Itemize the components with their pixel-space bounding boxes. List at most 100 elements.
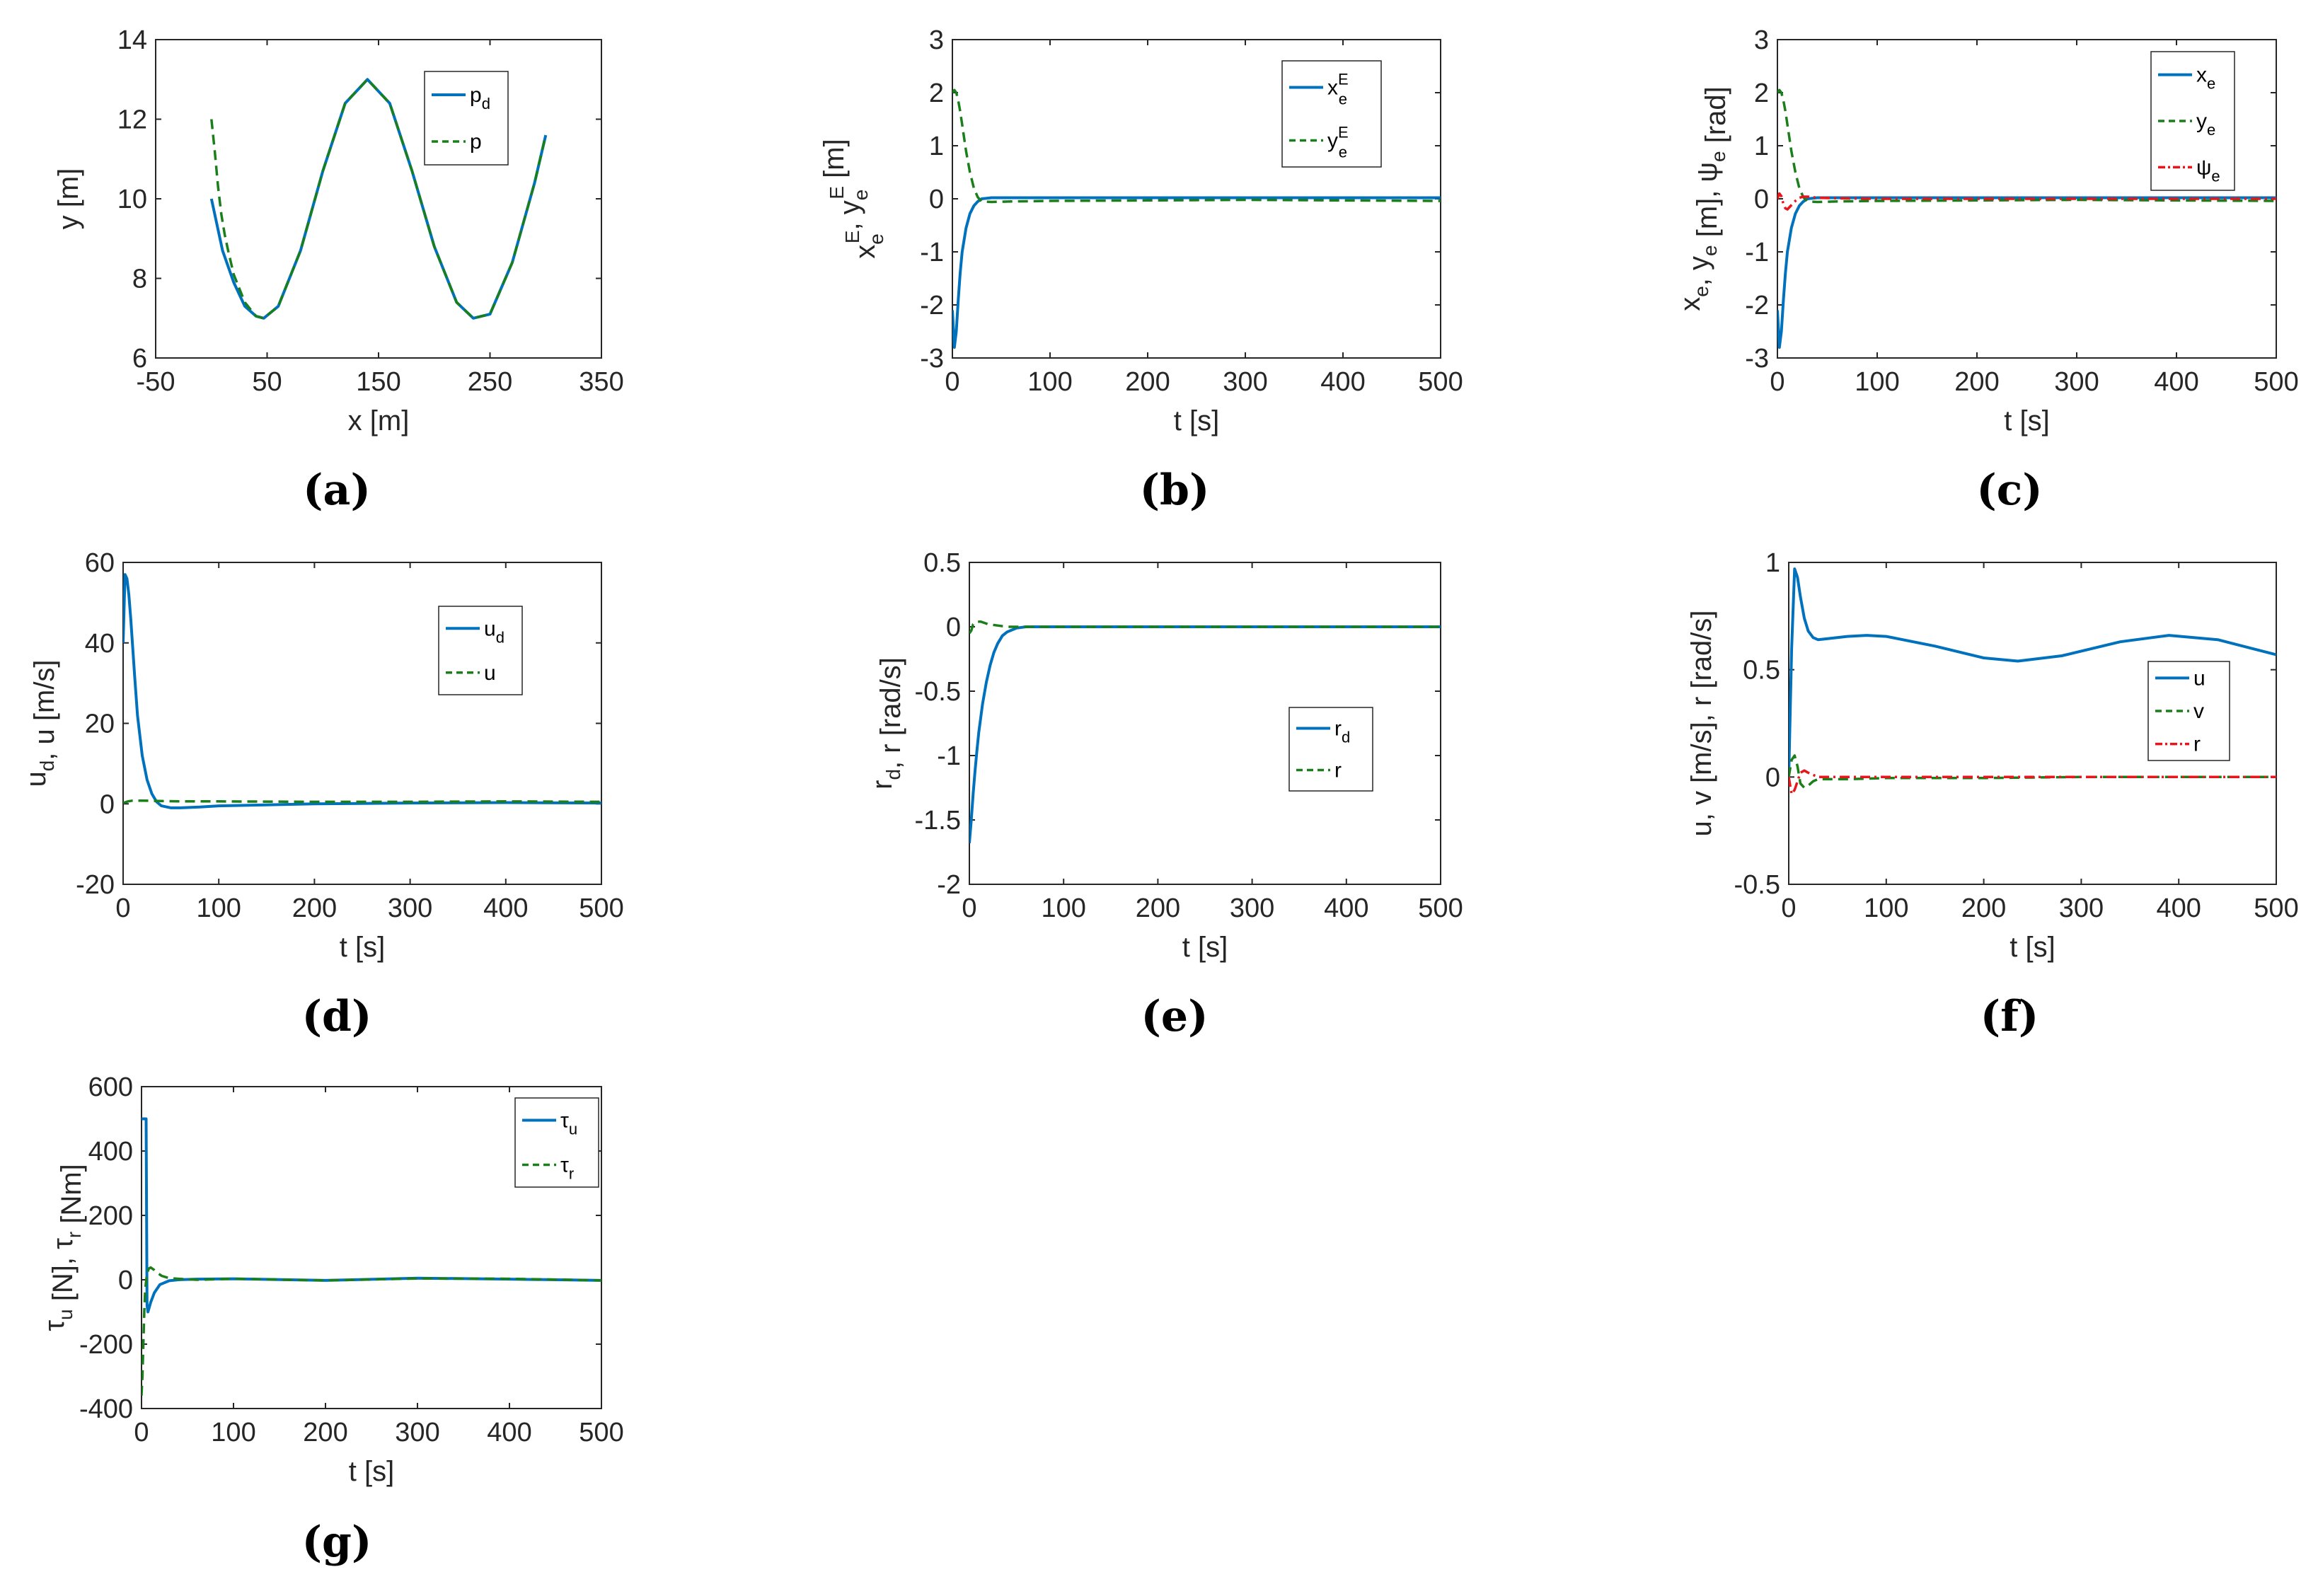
legend-entry-label: ud	[484, 617, 504, 646]
x-axis-label: t [s]	[340, 932, 385, 963]
y-axis-label: y [m]	[53, 168, 84, 230]
x-tick-label: 0	[1770, 367, 1784, 397]
series-line-tau-u	[142, 1117, 601, 1314]
panel-f: 0 100 200 300 400 500-0.500.51t [s]u, v [m/s]…	[1686, 548, 2299, 1041]
panel-caption: (g)	[302, 1517, 372, 1567]
x-tick-label: 400	[1324, 894, 1368, 923]
x-tick-label: 250	[468, 367, 512, 397]
x-tick-label: 500	[2254, 894, 2298, 923]
x-tick-label: 100	[1027, 367, 1072, 397]
legend-entry-label: xe	[2196, 64, 2215, 93]
y-tick-label: 1	[1765, 548, 1780, 578]
x-tick-label: 200	[1954, 367, 1999, 397]
legend: xE e yE e	[1281, 60, 1382, 168]
x-tick-label: 500	[1418, 367, 1463, 397]
panel-caption: (f)	[1980, 992, 2039, 1041]
legend: xe ye ψe	[2150, 51, 2235, 191]
legend-entry-label: pd	[470, 83, 490, 112]
y-tick-label: -3	[920, 344, 944, 374]
y-tick-label: 0	[1754, 185, 1769, 214]
y-tick-label: 8	[132, 265, 147, 294]
legend-entry-label: xE e	[1327, 71, 1349, 108]
y-tick-label: 2	[1754, 79, 1769, 108]
x-tick-label: 0	[962, 894, 976, 923]
panel-caption: (c)	[1976, 466, 2042, 515]
y-tick-label: 3	[1754, 25, 1769, 55]
legend-box	[424, 71, 509, 166]
panel-e: 0 100 200 300 400 500 -2 -1.5 -1 -0.5 0 0.5 t [s] rd,…	[867, 548, 1463, 1041]
series-line-p-d	[209, 78, 548, 320]
y-tick-label: -1	[937, 741, 961, 771]
y-tick-label: -1	[920, 238, 944, 267]
y-tick-label: 0	[946, 613, 961, 642]
x-axis-label: t [s]	[2004, 405, 2049, 436]
y-tick-label: 600	[88, 1072, 133, 1102]
x-tick-label: 300	[1230, 894, 1274, 923]
legend-box	[1281, 60, 1382, 168]
x-tick-label: 100	[196, 894, 241, 923]
panel-caption: (e)	[1141, 992, 1209, 1041]
x-tick-label: 0	[1781, 894, 1796, 923]
y-tick-label: 0.5	[923, 548, 961, 578]
y-tick-label: 40	[85, 629, 115, 659]
panel-caption: (d)	[302, 992, 372, 1041]
y-axis-label: xeE, yeE [m]	[819, 139, 887, 258]
x-tick-label: 200	[303, 1418, 347, 1447]
y-tick-label: -400	[79, 1394, 133, 1424]
x-tick-label: 300	[388, 894, 432, 923]
y-axis-label: u, v [m/s], r [rad/s]	[1686, 610, 1717, 836]
legend-entry-label: ψe	[2196, 156, 2220, 185]
series-line-u-d	[123, 573, 601, 809]
panel-a: -50 50 150 250 350 6 8 10 12 14 x [m] y [m] pd p (a)	[53, 25, 624, 515]
y-axis-label: rd, r [rad/s]	[867, 657, 906, 790]
y-tick-label: -1.5	[915, 806, 961, 835]
legend: ud u	[438, 606, 523, 695]
y-tick-label: -3	[1745, 344, 1769, 374]
x-axis-label: t [s]	[1182, 932, 1228, 963]
x-tick-label: 500	[579, 894, 623, 923]
y-tick-label: 1	[929, 132, 944, 161]
x-tick-label: 200	[1961, 894, 2006, 923]
x-tick-label: 500	[579, 1418, 623, 1447]
legend-entry-label: r	[1334, 759, 1342, 782]
x-tick-label: 300	[2059, 894, 2104, 923]
x-tick-label: 400	[2156, 894, 2201, 923]
x-tick-label: 0	[115, 894, 130, 923]
y-tick-label: 0.5	[1743, 656, 1780, 686]
legend-entry-label: v	[2193, 700, 2204, 723]
legend: τu τr	[514, 1097, 599, 1188]
legend-entry-label: rd	[1334, 717, 1350, 746]
x-tick-label: 50	[252, 367, 282, 397]
y-tick-label: 0	[100, 790, 115, 819]
legend: rd r	[1288, 707, 1373, 792]
x-tick-label: 200	[292, 894, 337, 923]
x-tick-label: 100	[1864, 894, 1908, 923]
y-tick-label: 60	[85, 548, 115, 578]
legend: uvr	[2147, 661, 2230, 761]
y-tick-label: -1	[1745, 238, 1769, 267]
series-line-tau-r	[142, 1266, 601, 1396]
legend-entry-label: u	[484, 661, 496, 685]
x-tick-label: 200	[1125, 367, 1170, 397]
x-tick-label: 150	[356, 367, 400, 397]
x-tick-label: 400	[2154, 367, 2198, 397]
panel-c: 0 100 200 300 400 500 -3 -2 -1 0 1 2 3 t [s] xe, ye [m…	[1675, 25, 2299, 515]
y-tick-label: 0	[929, 185, 944, 214]
x-tick-label: 400	[1320, 367, 1365, 397]
y-tick-label: 6	[132, 344, 147, 374]
series-line-y-e-e	[952, 88, 1441, 204]
x-tick-label: 350	[579, 367, 623, 397]
panel-g: 0 100 200 300 400 500 -400 -200 0 200 400 600 t [s] τ…	[39, 1072, 624, 1567]
y-tick-label: -200	[79, 1330, 133, 1360]
legend: pd p	[424, 71, 509, 166]
x-tick-label: 300	[1223, 367, 1267, 397]
y-tick-label: 1	[1754, 132, 1769, 161]
x-axis-label: t [s]	[1174, 405, 1219, 436]
y-axis-label: xe, ye [m], ψe [rad]	[1675, 86, 1731, 311]
y-tick-label: -2	[1745, 291, 1769, 320]
x-axis-label: t [s]	[2009, 932, 2055, 963]
axes-box	[122, 562, 602, 885]
